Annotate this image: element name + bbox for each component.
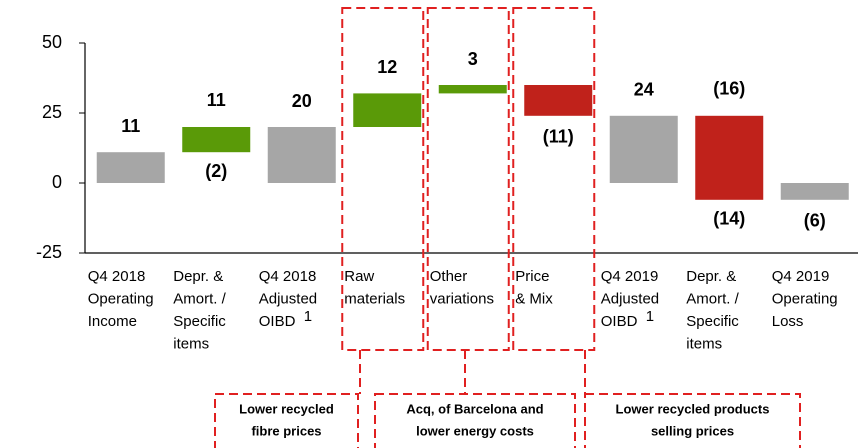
note-text: Lower recycled products [616,401,770,416]
note-box [214,393,359,448]
note-text: Acq, of Barcelona and [406,401,543,416]
y-tick-label: 0 [52,172,62,192]
x-tick-label: Operating [772,290,838,307]
x-tick-label: Amort. / [686,290,739,307]
x-tick-label: OIBD [259,313,296,330]
x-tick-label: Q4 2018 [259,268,317,285]
x-tick-label: Loss [772,313,804,330]
bar [609,115,678,183]
note-text: Lower recycled [239,401,334,416]
value-label: 20 [292,91,312,111]
x-tick-label: Q4 2018 [88,268,146,285]
value-label: (14) [713,209,745,229]
value-label: (2) [205,161,227,181]
x-tick-label: Depr. & [686,268,736,285]
x-tick-label: items [173,335,209,352]
x-tick-label: Q4 2019 [601,268,659,285]
highlight-box [341,7,425,351]
x-tick-label: variations [430,290,494,307]
x-tick-label: Price [515,268,549,285]
bar [695,115,764,200]
x-tick-label: materials [344,290,405,307]
note-box [584,393,801,448]
highlight-box [426,7,510,351]
bar [524,85,593,116]
y-tick-label: 25 [42,102,62,122]
x-tick-label: Other [430,268,468,285]
x-tick-label: Raw [344,268,374,285]
bar [182,127,251,153]
x-tick-label: Adjusted [259,290,317,307]
x-tick-label: Income [88,313,137,330]
x-tick-label: Amort. / [173,290,226,307]
value-label: (6) [804,211,826,231]
value-label: 3 [468,49,478,69]
x-tick-label: Q4 2019 [772,268,830,285]
value-label: 11 [121,116,140,136]
note-text: selling prices [651,423,734,438]
x-tick-label: Specific [173,313,226,330]
bar [438,85,507,94]
footnote-mark: 1 [646,308,654,325]
highlight-box [512,7,596,351]
note-text: fibre prices [251,423,321,438]
value-label: (16) [713,79,745,99]
x-tick-label: Depr. & [173,268,223,285]
value-label: (11) [543,127,574,147]
value-label: 12 [377,57,397,77]
value-label: 11 [207,90,226,110]
y-tick-label: -25 [36,242,62,262]
note-text: lower energy costs [416,423,534,438]
x-tick-label: OIBD [601,313,638,330]
value-label: 24 [634,80,654,100]
note-box [374,393,576,448]
y-tick-label: 50 [42,32,62,52]
x-tick-label: Adjusted [601,290,659,307]
x-tick-label: items [686,335,722,352]
x-tick-label: Specific [686,313,739,330]
bar [267,127,336,183]
bar [96,152,165,183]
bar [353,93,422,127]
bar [780,183,849,200]
x-tick-label: & Mix [515,290,553,307]
x-tick-label: Operating [88,290,154,307]
footnote-mark: 1 [304,308,312,325]
